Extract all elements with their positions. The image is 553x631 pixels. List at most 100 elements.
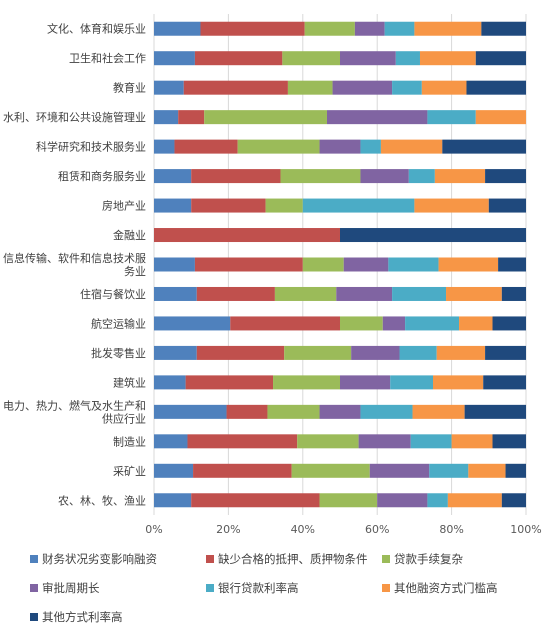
bar-segment xyxy=(191,198,266,213)
bar-segment xyxy=(154,80,184,95)
legend-label: 其他融资方式门槛高 xyxy=(394,580,498,595)
legend-label: 其他方式利率高 xyxy=(42,609,123,624)
bar-segment xyxy=(280,169,361,184)
bar-segment xyxy=(304,21,355,36)
bar-segment xyxy=(319,404,361,419)
bar-segment xyxy=(265,198,303,213)
legend-item: 其他方式利率高 xyxy=(30,602,206,631)
bar-segment xyxy=(427,493,448,508)
bar-segment xyxy=(196,345,285,360)
bar-segment xyxy=(369,463,430,478)
x-axis-tick-labels: 0% 20% 40% 60% 80% 100% xyxy=(145,523,541,536)
x-tick-label: 60% xyxy=(365,523,389,536)
bar-segment xyxy=(226,404,268,419)
category-label: 采矿业 xyxy=(113,465,146,478)
bar-segment xyxy=(154,228,340,243)
legend-label: 银行贷款利率高 xyxy=(218,580,299,595)
bar-segment xyxy=(475,110,526,125)
bar-segment xyxy=(302,198,415,213)
bar-segment xyxy=(388,257,439,272)
bar-segment xyxy=(392,286,447,301)
bar-segment xyxy=(194,257,303,272)
category-label: 电力、热力、燃气及水生产和供应行业 xyxy=(3,398,146,425)
legend-swatch xyxy=(206,583,214,592)
bar-segment xyxy=(284,345,352,360)
category-label: 房地产业 xyxy=(102,199,146,213)
bar-segment xyxy=(446,286,502,301)
bar-segment xyxy=(485,169,526,184)
chart-legend: 财务状况劣变影响融资 缺少合格的抵押、质押物条件 贷款手续复杂 审批周期长 银行贷款利率… xyxy=(30,544,540,631)
legend-item: 贷款手续复杂 xyxy=(382,544,540,573)
legend-label: 财务状况劣变影响融资 xyxy=(42,551,157,566)
bar-segment xyxy=(414,21,482,36)
bar-segment xyxy=(354,21,385,36)
bar-segment xyxy=(343,257,389,272)
bar-segment xyxy=(421,80,467,95)
legend-swatch xyxy=(30,583,38,592)
legend-swatch xyxy=(382,554,390,563)
bar-segment xyxy=(438,257,499,272)
bar-segment xyxy=(436,345,486,360)
bar-segment xyxy=(336,286,393,301)
bar-segment xyxy=(154,51,195,66)
category-label: 水利、环境和公共设施管理业 xyxy=(3,110,146,124)
bar-segment xyxy=(200,21,305,36)
bar-segment xyxy=(154,404,227,419)
bar-segment xyxy=(194,51,283,66)
bar-segment xyxy=(154,257,195,272)
category-label: 信息传输、软件和信息技术服务业 xyxy=(3,251,146,278)
bar-segment xyxy=(340,375,391,390)
bar-segment xyxy=(287,80,333,95)
bar-segment xyxy=(193,463,292,478)
bar-segment xyxy=(475,51,526,66)
bar-segment xyxy=(501,493,526,508)
category-label: 教育业 xyxy=(113,81,146,95)
legend-swatch xyxy=(206,554,214,563)
bar-segment xyxy=(390,375,433,390)
bar-segment xyxy=(154,345,197,360)
legend-swatch xyxy=(30,554,38,563)
bar-segment xyxy=(380,139,443,154)
bar-segment xyxy=(464,404,526,419)
bar-segment xyxy=(340,316,383,331)
legend-item: 其他融资方式门槛高 xyxy=(382,573,540,602)
bar-segment xyxy=(319,139,361,154)
bar-segment xyxy=(204,110,327,125)
bar-segment xyxy=(485,345,526,360)
bar-segment xyxy=(442,139,526,154)
bar-segment xyxy=(154,286,197,301)
bar-segment xyxy=(459,316,493,331)
bar-segment xyxy=(187,434,298,449)
bar-segment xyxy=(419,51,476,66)
bar-segment xyxy=(183,80,288,95)
bar-segment xyxy=(360,139,381,154)
bar-segment xyxy=(488,198,526,213)
bar-segment xyxy=(282,51,340,66)
legend-item: 缺少合格的抵押、质押物条件 xyxy=(206,544,382,573)
bar-segment xyxy=(154,434,188,449)
bar-segment xyxy=(174,139,238,154)
bar-segment xyxy=(492,316,526,331)
bar-segment xyxy=(492,434,526,449)
x-tick-label: 40% xyxy=(291,523,315,536)
legend-label: 缺少合格的抵押、质押物条件 xyxy=(218,551,368,566)
category-labels: 文化、体育和娱乐业卫生和社会工作教育业水利、环境和公共设施管理业科学研究和技术服… xyxy=(3,22,146,508)
bar-segment xyxy=(154,463,194,478)
bar-segment xyxy=(196,286,275,301)
legend-label: 贷款手续复杂 xyxy=(394,551,463,566)
bar-segment xyxy=(273,375,340,390)
bar-segment xyxy=(230,316,340,331)
bar-segment xyxy=(434,169,486,184)
category-label: 制造业 xyxy=(113,434,146,448)
bar-segment xyxy=(399,345,437,360)
category-label: 航空运输业 xyxy=(91,316,146,330)
bar-segment xyxy=(291,463,370,478)
bar-segment xyxy=(395,51,420,66)
legend-swatch xyxy=(382,583,390,592)
bar-segment xyxy=(326,110,428,125)
legend-item: 财务状况劣变影响融资 xyxy=(30,544,206,573)
bar-segment xyxy=(408,169,435,184)
bar-segment xyxy=(358,434,411,449)
x-tick-label: 0% xyxy=(145,523,162,536)
bar-segment xyxy=(498,257,526,272)
